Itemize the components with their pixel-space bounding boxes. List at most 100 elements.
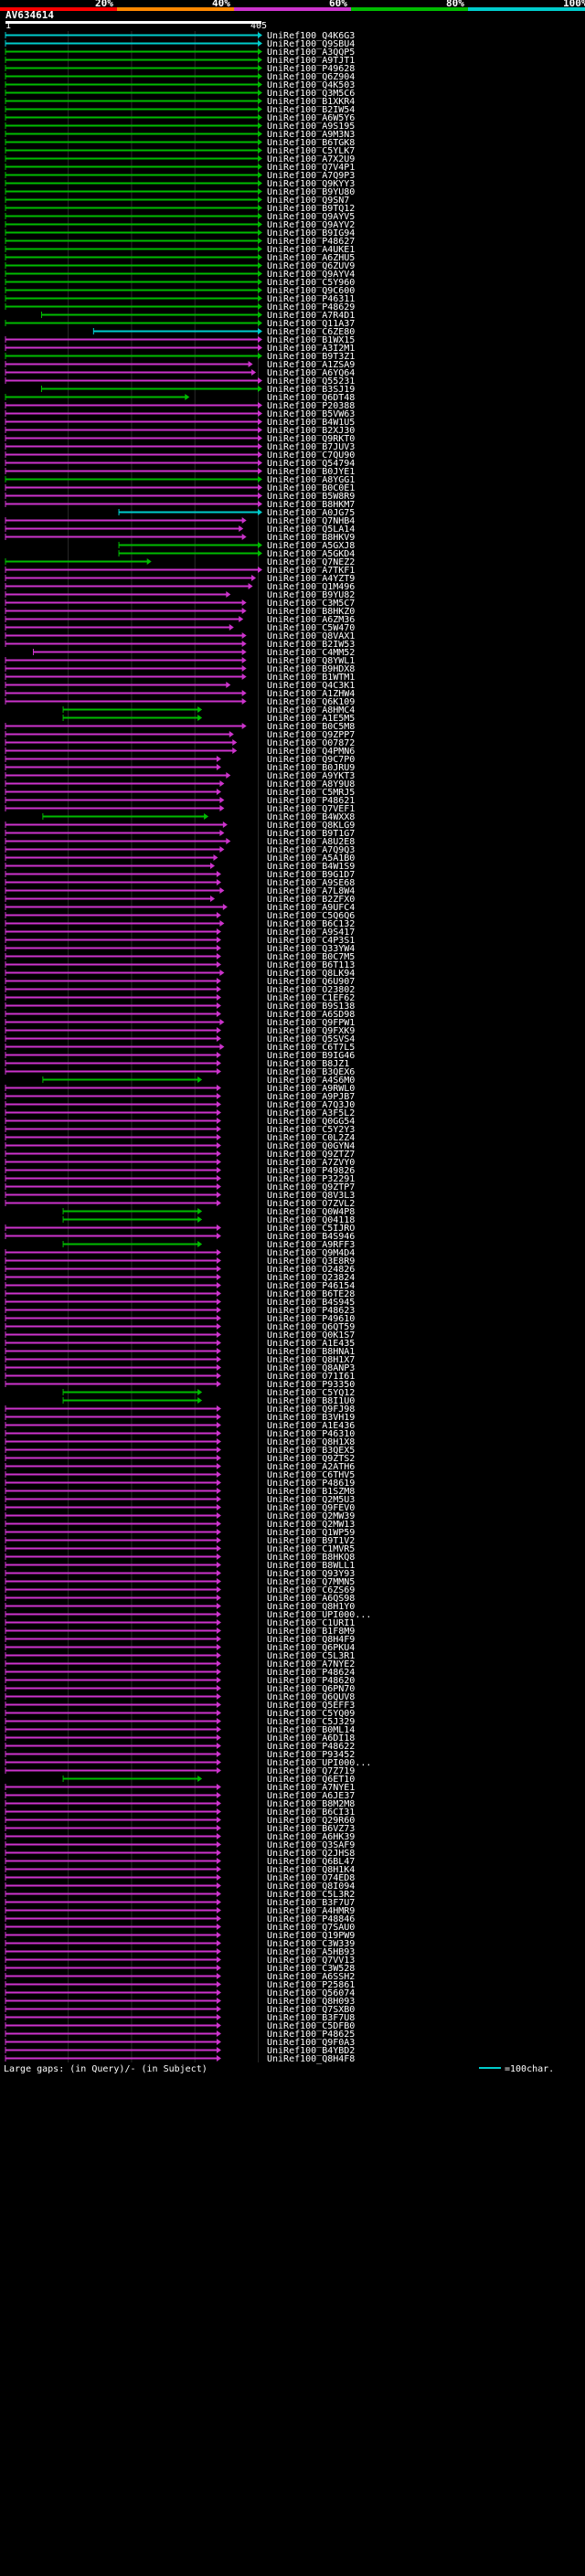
hit-id-label: UniRef100_C1URI1 — [267, 1618, 355, 1628]
hit-arrowhead — [216, 2055, 221, 2062]
hit-arrowhead — [258, 427, 262, 433]
hit-id-label: UniRef100_Q9ZTS2 — [267, 1454, 355, 1464]
hit-id-label: UniRef100_Q9FEV0 — [267, 1503, 355, 1513]
hit-id-label: UniRef100_C6ZE80 — [267, 327, 355, 337]
hit-arrowhead — [216, 1619, 221, 1626]
hit-arrowhead — [258, 328, 262, 334]
hit-row: UniRef100_Q8H093 — [5, 1997, 355, 2007]
hit-arrowhead — [216, 1068, 221, 1075]
hit-row: UniRef100_A7TKF1 — [5, 566, 355, 576]
hit-id-label: UniRef100_A6QS98 — [267, 1594, 355, 1604]
hit-arrowhead — [216, 1669, 221, 1675]
hit-row: UniRef100_Q6Z904 — [5, 72, 355, 82]
hit-row: UniRef100_A4UKE1 — [5, 245, 355, 255]
hit-id-label: UniRef100_P48622 — [267, 1742, 355, 1752]
hit-arrowhead — [258, 172, 262, 178]
hit-id-label: UniRef100_B2IW53 — [267, 640, 355, 650]
hit-id-label: UniRef100_B6VZ73 — [267, 1824, 355, 1834]
hit-row: UniRef100_B1WX15 — [5, 335, 355, 345]
hit-id-label: UniRef100_Q9ZTP7 — [267, 1182, 355, 1193]
hit-arrowhead — [216, 1315, 221, 1321]
hit-arrowhead — [258, 205, 262, 211]
hit-id-label: UniRef100_C3W339 — [267, 1939, 355, 1949]
hit-arrowhead — [216, 1512, 221, 1519]
hit-id-label: UniRef100_Q9C600 — [267, 286, 355, 296]
hit-id-label: UniRef100_B0ML14 — [267, 1725, 355, 1735]
hit-id-label: UniRef100_B2XJ30 — [267, 426, 355, 436]
hit-arrowhead — [216, 2039, 221, 2045]
hit-row: UniRef100_A9S195 — [5, 122, 355, 132]
hit-arrowhead — [216, 1471, 221, 1478]
hit-arrowhead — [210, 896, 216, 902]
hit-arrowhead — [216, 1792, 221, 1798]
hit-row: UniRef100_A7Q9P3 — [5, 171, 355, 181]
hit-arrowhead — [258, 476, 262, 482]
hit-arrowhead — [258, 303, 262, 310]
hit-arrowhead — [216, 1282, 221, 1288]
hit-id-label: UniRef100_B8M2M8 — [267, 1799, 355, 1809]
hit-id-label: UniRef100_B3QEX5 — [267, 1446, 355, 1456]
hit-row: UniRef100_A6ZM36 — [5, 615, 355, 625]
hit-id-label: UniRef100_Q9ZPP7 — [267, 730, 355, 740]
hit-row: UniRef100_A1E5M5 — [62, 714, 355, 724]
hit-id-label: UniRef100_B9IG94 — [267, 228, 355, 239]
hit-id-label: UniRef100_Q56074 — [267, 1988, 355, 1998]
hit-row: UniRef100_Q5EFF3 — [5, 1701, 355, 1711]
hit-arrowhead — [226, 682, 231, 688]
hit-id-label: UniRef100_P46311 — [267, 294, 355, 304]
hit-arrowhead — [216, 1348, 221, 1354]
hit-row: UniRef100_Q9RKT0 — [5, 434, 355, 444]
hit-arrowhead — [216, 871, 221, 877]
hit-arrowhead — [216, 1488, 221, 1494]
hit-arrowhead — [258, 155, 262, 162]
hit-arrowhead — [216, 1677, 221, 1683]
hit-arrowhead — [216, 1233, 221, 1239]
hit-id-label: UniRef100_B3F7U8 — [267, 2013, 355, 2023]
hit-id-label: UniRef100_A9TJT1 — [267, 56, 355, 66]
hit-arrowhead — [258, 98, 262, 104]
hit-id-label: UniRef100_Q8VAX1 — [267, 631, 355, 641]
hit-arrowhead — [216, 1767, 221, 1774]
hit-arrowhead — [216, 928, 221, 935]
hit-row: UniRef100_Q3SAF9 — [5, 1840, 355, 1850]
hit-row: UniRef100_B6C132 — [5, 919, 355, 929]
hit-id-label: UniRef100_A9UFC4 — [267, 903, 355, 913]
hit-row: UniRef100_B5W8R9 — [5, 492, 355, 502]
hit-row: UniRef100_A4S6M0 — [42, 1076, 355, 1086]
hit-arrowhead — [241, 632, 247, 639]
hit-row: UniRef100_C6T7L5 — [5, 1043, 355, 1053]
hit-row: UniRef100_C5Y960 — [5, 278, 355, 288]
hit-arrowhead — [216, 1455, 221, 1461]
hit-row: UniRef100_A6QS98 — [5, 1594, 355, 1604]
hit-arrowhead — [258, 40, 262, 47]
hit-row: UniRef100_O24826 — [5, 1265, 355, 1275]
hit-id-label: UniRef100_A7NYE1 — [267, 1783, 355, 1793]
hit-id-label: UniRef100_Q3M5C6 — [267, 89, 355, 99]
hit-row: UniRef100_Q8H1X7 — [5, 1355, 355, 1365]
hit-arrowhead — [219, 780, 225, 787]
hit-id-label: UniRef100_C4MM52 — [267, 648, 355, 658]
hit-id-label: UniRef100_Q5SVS4 — [267, 1034, 355, 1044]
hit-id-label: UniRef100_A7TKF1 — [267, 566, 355, 576]
hit-arrowhead — [216, 1578, 221, 1585]
hit-row: UniRef100_B4W1S9 — [5, 862, 355, 872]
hit-arrowhead — [258, 246, 262, 252]
hit-arrowhead — [216, 1685, 221, 1691]
hit-row: UniRef100_A1ZHW4 — [5, 689, 355, 699]
hit-id-label: UniRef100_B4S946 — [267, 1232, 355, 1242]
hit-id-label: UniRef100_Q8H4F9 — [267, 1635, 355, 1645]
hit-arrowhead — [216, 1743, 221, 1749]
hit-row: UniRef100_Q7VEF1 — [5, 804, 355, 814]
hit-arrowhead — [216, 994, 221, 1001]
hit-id-label: UniRef100_B6C132 — [267, 919, 355, 929]
hit-id-label: UniRef100_Q6QUV8 — [267, 1692, 355, 1702]
hit-row: UniRef100_C5Y2Y3 — [5, 1125, 355, 1135]
hit-arrowhead — [216, 1150, 221, 1157]
hit-row: UniRef100_C3W339 — [5, 1939, 355, 1949]
hit-id-label: UniRef100_C5J329 — [267, 1717, 355, 1727]
hit-row: UniRef100_A7Q9Q3 — [5, 845, 355, 855]
hit-row: UniRef100_A6HK39 — [5, 1832, 355, 1842]
hit-id-label: UniRef100_Q19PW9 — [267, 1931, 355, 1941]
hit-row: UniRef100_Q4C3K1 — [5, 681, 355, 691]
hit-id-label: UniRef100_C6THV5 — [267, 1470, 355, 1480]
